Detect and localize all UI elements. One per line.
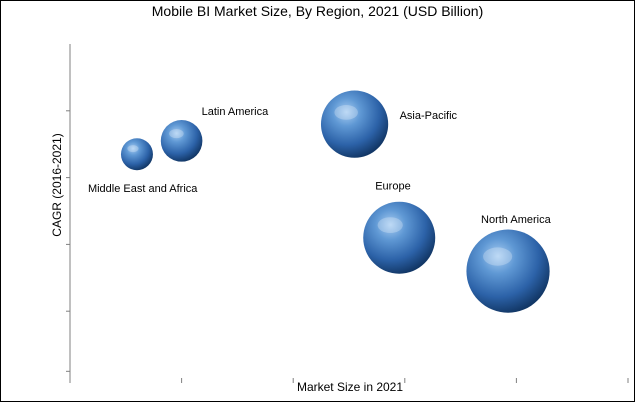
bubble-highlight xyxy=(127,145,139,153)
bubble-highlight xyxy=(334,105,358,120)
bubble-label: North America xyxy=(481,214,552,226)
bubble-label: Asia-Pacific xyxy=(400,110,458,122)
y-axis xyxy=(66,44,629,383)
bubble-point[interactable] xyxy=(320,90,389,158)
bubble-group: Middle East and Africa xyxy=(88,138,198,195)
bubble-point[interactable] xyxy=(120,138,153,171)
bubble-group: Latin America xyxy=(160,106,270,162)
bubble-group: Europe xyxy=(363,181,436,274)
bubble-label: Europe xyxy=(375,181,410,193)
bubble-label: Middle East and Africa xyxy=(88,183,198,195)
bubble-highlight xyxy=(377,217,403,234)
x-axis-label: Market Size in 2021 xyxy=(296,380,404,394)
chart-title: Mobile BI Market Size, By Region, 2021 (… xyxy=(151,3,484,19)
bubble-label: Latin America xyxy=(202,106,270,118)
bubble-point[interactable] xyxy=(160,120,203,162)
bubble-point[interactable] xyxy=(363,201,436,274)
bubble-highlight xyxy=(483,247,513,266)
bubble-group: Asia-Pacific xyxy=(320,90,458,158)
bubble-point[interactable] xyxy=(466,229,550,313)
bubble-group: North America xyxy=(466,214,552,313)
bubble-highlight xyxy=(169,129,184,139)
